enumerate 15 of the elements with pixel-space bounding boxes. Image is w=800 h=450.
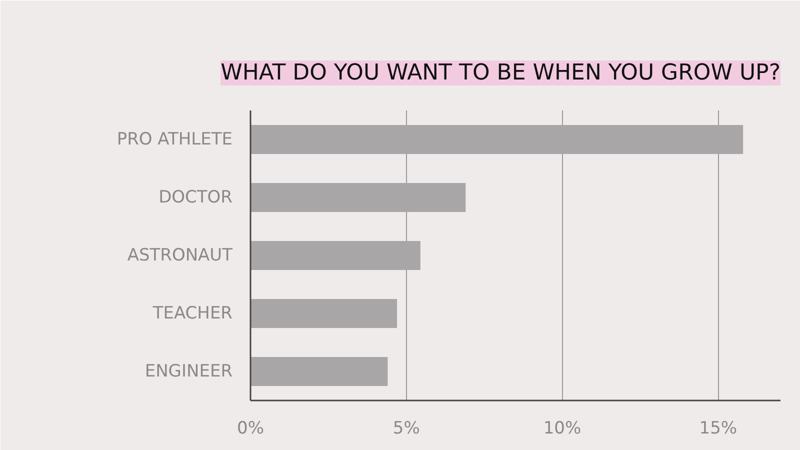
bar — [250, 125, 744, 154]
x-tick-label: 10% — [543, 418, 582, 438]
x-tick-label: 5% — [392, 418, 420, 438]
bar — [250, 183, 466, 212]
x-tick-label: 15% — [699, 418, 738, 438]
x-tick-label: 0% — [237, 418, 264, 438]
y-tick-label: TEACHER — [152, 304, 233, 324]
y-tick-label: ASTRONAUT — [127, 246, 234, 266]
bar — [250, 357, 388, 386]
y-tick-label: ENGINEER — [144, 362, 233, 382]
chart-title: WHAT DO YOU WANT TO BE WHEN YOU GROW UP? — [220, 60, 781, 86]
bar — [250, 299, 398, 328]
bar — [250, 241, 420, 270]
y-tick-label: PRO ATHLETE — [116, 130, 233, 150]
y-tick-label: DOCTOR — [158, 188, 233, 208]
